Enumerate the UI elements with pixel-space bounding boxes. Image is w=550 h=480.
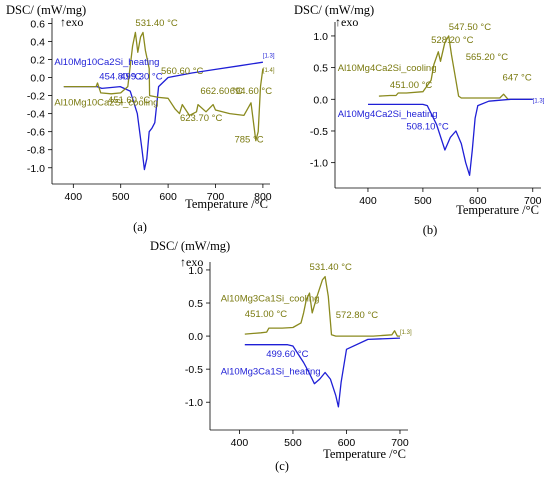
peak-annotation: Al10Mg4Ca2Si_cooling <box>338 63 437 74</box>
peak-annotation: Al10Mg3Ca1Si_heating <box>221 366 321 377</box>
curve-tag: [1.3] <box>400 330 412 336</box>
x-axis-label: Temperature /°C <box>185 197 268 211</box>
y-tick-label: -0.6 <box>27 127 45 139</box>
peak-annotation: Al10Mg10Ca2Si_cooling <box>54 98 158 109</box>
y-tick-label: 0.6 <box>30 18 45 30</box>
peak-annotation: 451.00 °C <box>390 80 432 91</box>
curve-tag: [1.3] <box>533 98 545 104</box>
series-line-cooling <box>244 275 400 337</box>
chart-panel-c: 1.0 0.5 0.0 -0.5 -1.0 400 500 600 700 DSC/ (mW/mg… <box>150 239 412 473</box>
peak-annotation: 499.30 °C <box>120 71 162 82</box>
peak-annotation: 785 °C <box>234 135 263 146</box>
x-axis-label: Temperature /°C <box>323 447 406 461</box>
x-axis-label: Temperature /°C <box>456 203 539 217</box>
peak-annotation: 623.70 °C <box>180 113 222 124</box>
y-tick-label: -0.5 <box>310 126 328 138</box>
exo-label: ↑exo <box>60 15 83 29</box>
y-tick-label: -0.5 <box>185 364 203 376</box>
panel-label: (a) <box>133 220 147 234</box>
peak-annotation: 531.40 °C <box>135 18 177 29</box>
x-tick-label: 400 <box>65 191 83 203</box>
peak-annotation: 565.20 °C <box>466 52 508 63</box>
peak-annotation: Al10Mg10Ca2Si_heating <box>54 57 159 68</box>
peak-annotation: 560.60 °C <box>161 66 203 77</box>
x-tick-label: 600 <box>338 437 356 449</box>
y-tick-label: 0.4 <box>30 36 45 48</box>
peak-annotation: 547.50 °C <box>449 22 491 33</box>
x-tick-label: 500 <box>112 191 130 203</box>
y-tick-label: -1.0 <box>185 397 203 409</box>
x-tick-label: 600 <box>159 191 177 203</box>
y-tick-label: -0.8 <box>27 145 45 157</box>
x-tick-label: 700 <box>391 437 409 449</box>
peak-annotation: 531.40 °C <box>310 262 352 273</box>
x-tick-label: 400 <box>231 437 249 449</box>
chart-panel-b: 1.0 0.5 0.0 -0.5 -1.0 400 500 600 700 DSC/ (mW/mg… <box>294 3 545 237</box>
x-tick-label: 600 <box>469 195 487 207</box>
series-line-heating <box>63 61 263 171</box>
series-line-heating <box>368 98 533 176</box>
series-line-cooling <box>378 35 533 100</box>
chart-panel-a: 0.6 0.4 0.2 0.0 -0.2 -0.4 -0.6 -0.8 -1.0 400 500 60… <box>6 3 275 234</box>
peak-annotation: 454.80 °C <box>99 71 141 82</box>
curve-tag: [1.4] <box>263 68 275 74</box>
y-tick-label: 1.0 <box>188 265 203 277</box>
curve-tag: [1.3] <box>263 54 275 60</box>
y-axis-label: DSC/ (mW/mg) <box>294 3 374 17</box>
x-tick-label: 700 <box>524 195 542 207</box>
y-tick-label: 0.2 <box>30 55 45 67</box>
y-tick-label: 0.5 <box>313 63 328 75</box>
exo-label: ↑exo <box>335 15 358 29</box>
panel-label: (b) <box>423 223 438 237</box>
y-tick-label: 0.0 <box>188 331 203 343</box>
y-tick-label: -0.2 <box>27 91 45 103</box>
x-tick-label: 400 <box>359 195 377 207</box>
exo-label: ↑exo <box>180 255 203 269</box>
y-axis-label: DSC/ (mW/mg) <box>150 239 230 253</box>
peak-annotation: Al10Mg3Ca1Si_cooling <box>221 294 320 305</box>
peak-annotation: Al10Mg4Ca2Si_heating <box>338 109 438 120</box>
series-line-cooling <box>63 31 264 142</box>
peak-annotation: 572.80 °C <box>336 310 378 321</box>
y-tick-label: -0.4 <box>27 109 45 121</box>
x-tick-label: 500 <box>414 195 432 207</box>
y-tick-label: 0.5 <box>188 298 203 310</box>
y-tick-label: -1.0 <box>27 163 45 175</box>
x-tick-label: 800 <box>254 191 272 203</box>
y-tick-label: 1.0 <box>313 31 328 43</box>
panel-label: (c) <box>275 459 289 473</box>
peak-annotation: 662.60 °C <box>200 86 242 97</box>
peak-annotation: 451.00 °C <box>245 309 287 320</box>
series-line-heating <box>244 337 401 408</box>
peak-annotation: 647 °C <box>503 72 532 83</box>
y-axis-label: DSC/ (mW/mg) <box>6 3 86 17</box>
peak-annotation: 528.20 °C <box>431 35 473 46</box>
peak-annotation: 499.60 °C <box>266 349 308 360</box>
x-tick-label: 500 <box>284 437 302 449</box>
y-tick-label: -1.0 <box>310 158 328 170</box>
peak-annotation: 694.60 °C <box>230 86 272 97</box>
peak-annotation: 508.10 °C <box>406 122 448 133</box>
y-tick-label: 0.0 <box>30 73 45 85</box>
x-tick-label: 700 <box>207 191 225 203</box>
peak-annotation: 451.60 °C <box>108 95 150 106</box>
y-tick-label: 0.0 <box>313 94 328 106</box>
